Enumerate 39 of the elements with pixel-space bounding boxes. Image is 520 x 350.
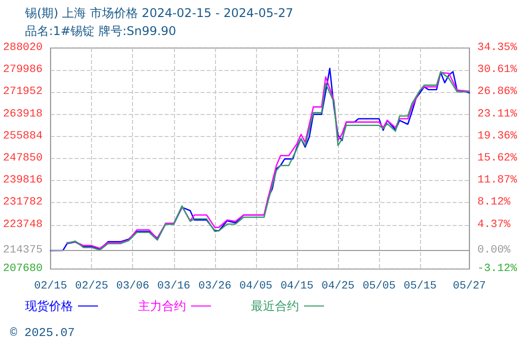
- x-tick-label: 04/25: [322, 280, 355, 292]
- y-tick-label: 231782: [2, 196, 43, 209]
- chart-subtitle: 品名:1#锡锭 牌号:Sn99.90: [25, 24, 176, 38]
- x-tick-label: 04/05: [239, 280, 272, 292]
- x-tick-label: 02/25: [75, 280, 108, 292]
- y2-tick-label: 11.87%: [477, 174, 518, 187]
- legend-label: 现货价格: [25, 299, 73, 313]
- legend-label: 主力合约: [138, 299, 186, 313]
- x-tick-label: 05/15: [404, 280, 437, 292]
- y-tick-label: 279986: [2, 64, 43, 76]
- y-tick-label: 255884: [2, 130, 43, 142]
- x-tick-label: 02/15: [34, 280, 68, 292]
- y-tick-label: 247850: [2, 152, 43, 164]
- y2-tick-label: 30.61%: [477, 64, 518, 76]
- y-tick-label: 271952: [2, 86, 43, 98]
- y-tick-label: 223748: [2, 218, 43, 231]
- y2-tick-label: 23.11%: [477, 108, 518, 120]
- legend-label: 最近合约: [251, 299, 299, 313]
- x-tick-label: 04/15: [280, 280, 314, 292]
- y2-tick-label: 8.12%: [477, 196, 511, 209]
- x-tick-label: 03/06: [116, 280, 150, 292]
- y2-tick-label: 26.86%: [477, 86, 518, 98]
- y2-tick-label: 19.36%: [477, 130, 518, 142]
- x-tick-label: 05/27: [452, 280, 486, 292]
- y2-tick-label: 15.62%: [477, 152, 518, 164]
- y-tick-label: 263918: [2, 108, 43, 120]
- x-tick-label: 03/26: [198, 280, 232, 292]
- y2-tick-label: 0.00%: [477, 244, 511, 257]
- text: © 2025.07: [10, 326, 75, 340]
- y-tick-label: 214375: [2, 244, 43, 257]
- y-tick-label: 239816: [2, 174, 43, 187]
- chart-title: 锡(期) 上海 市场价格 2024-02-15 - 2024-05-27: [24, 6, 294, 20]
- y2-tick-label: 34.35%: [477, 42, 518, 54]
- y-tick-label: 288020: [2, 42, 43, 54]
- y-tick-label: 207680: [2, 263, 43, 275]
- x-tick-label: 05/05: [362, 280, 396, 292]
- y2-tick-label: -3.12%: [477, 263, 518, 275]
- y2-tick-label: 4.37%: [477, 218, 511, 231]
- x-tick-label: 03/16: [157, 280, 190, 292]
